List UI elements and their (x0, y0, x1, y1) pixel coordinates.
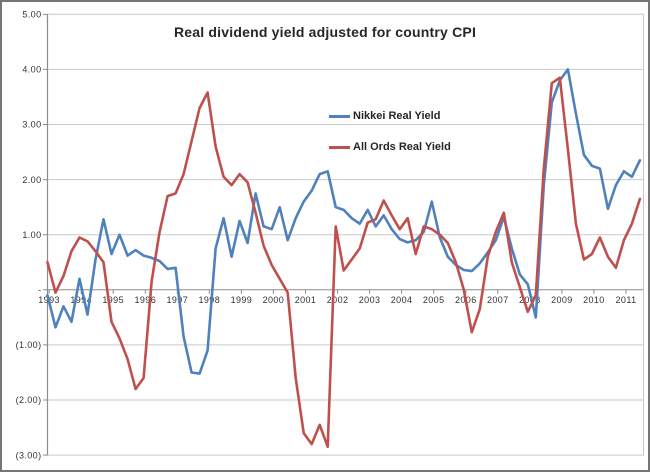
y-tick-label: (1.00) (16, 340, 42, 350)
x-tick-label: 2008 (519, 295, 541, 305)
legend-item-allords: All Ords Real Yield (329, 139, 451, 155)
legend-item-nikkei: Nikkei Real Yield (329, 108, 451, 124)
nikkei-line-swatch (329, 114, 350, 118)
legend-label-allords: All Ords Real Yield (353, 141, 451, 153)
y-tick-label: - (38, 285, 41, 295)
y-tick-label: (3.00) (16, 450, 42, 460)
x-tick-label: 2001 (295, 295, 317, 305)
x-tick-label: 1998 (198, 295, 220, 305)
x-tick-label: 2002 (327, 295, 349, 305)
y-tick-label: 3.00 (22, 120, 41, 130)
x-tick-label: 2000 (263, 295, 285, 305)
x-tick-label: 1997 (166, 295, 188, 305)
x-tick-label: 2011 (616, 295, 637, 305)
chart-title: Real dividend yield adjusted for country… (173, 24, 477, 40)
allords-line-swatch (329, 145, 350, 149)
x-tick-label: 1996 (134, 295, 156, 305)
x-tick-label: 1999 (231, 295, 253, 305)
allords-series-line (46, 76, 642, 449)
x-tick-label: 1994 (70, 295, 92, 305)
x-tick-label: 2003 (359, 295, 381, 305)
x-tick-label: 2007 (487, 295, 509, 305)
y-tick-label: 4.00 (22, 65, 41, 75)
y-tick-label: 5.00 (22, 10, 41, 20)
x-tick-label: 2005 (423, 295, 445, 305)
x-tick-label: 2004 (391, 295, 413, 305)
x-tick-label: 2009 (551, 295, 573, 305)
x-tick-label: 1995 (102, 295, 124, 305)
y-tick-label: 2.00 (22, 175, 41, 185)
legend: Nikkei Real Yield All Ords Real Yield (329, 108, 451, 170)
x-tick-label: 2010 (583, 295, 605, 305)
y-tick-label: (2.00) (16, 395, 42, 405)
y-tick-label: 1.00 (22, 230, 41, 240)
legend-label-nikkei: Nikkei Real Yield (353, 110, 441, 122)
